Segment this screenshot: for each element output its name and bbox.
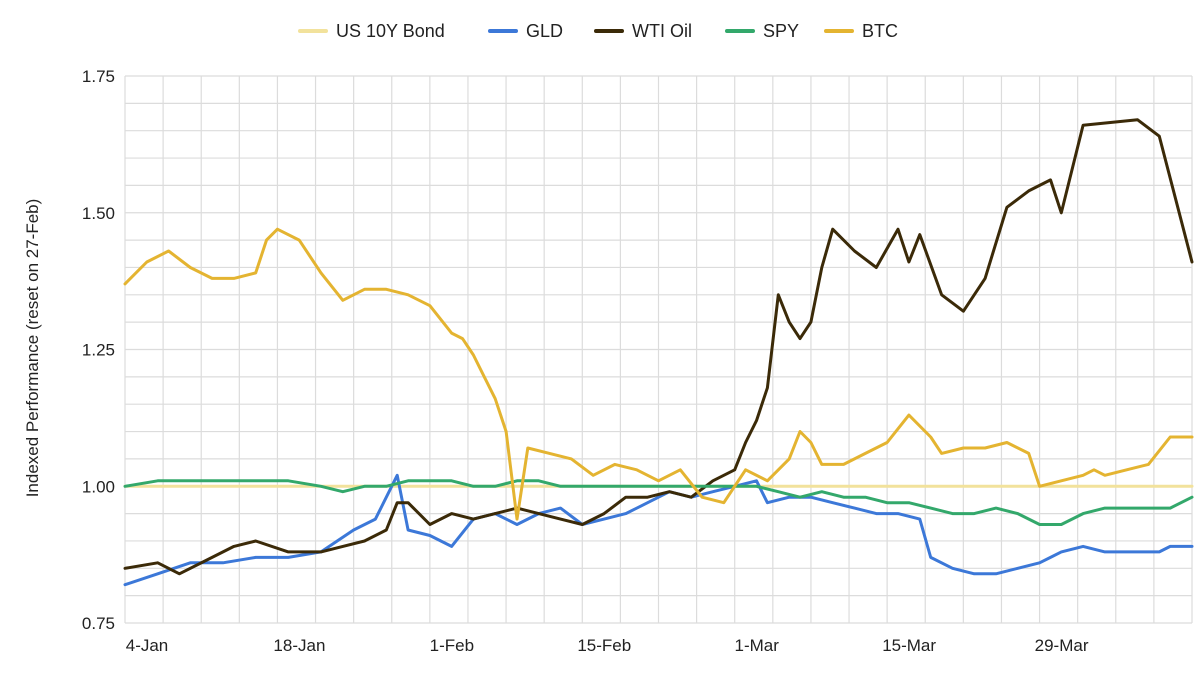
legend-label: SPY	[763, 21, 799, 41]
series-line-wti-oil	[123, 118, 1194, 576]
x-tick-label: 1-Feb	[430, 636, 474, 655]
series-line-btc	[123, 227, 1194, 521]
legend-label: WTI Oil	[632, 21, 692, 41]
y-tick-label: 1.00	[82, 477, 115, 496]
x-tick-label: 18-Jan	[273, 636, 325, 655]
legend-label: GLD	[526, 21, 563, 41]
legend-label: US 10Y Bond	[336, 21, 445, 41]
x-tick-label: 15-Feb	[577, 636, 631, 655]
chart-grid	[124, 75, 1193, 624]
legend-item: SPY	[725, 21, 799, 41]
legend-item: WTI Oil	[594, 21, 692, 41]
legend-item: US 10Y Bond	[298, 21, 445, 41]
legend-label: BTC	[862, 21, 898, 41]
x-tick-label: 15-Mar	[882, 636, 936, 655]
chart-legend: US 10Y Bond GLD WTI Oil SPY BTC	[298, 21, 898, 41]
legend-item: GLD	[488, 21, 563, 41]
y-tick-label: 1.75	[82, 67, 115, 86]
y-axis-title: Indexed Performance (reset on 27-Feb)	[23, 199, 42, 498]
chart-series	[123, 118, 1194, 587]
y-tick-label: 0.75	[82, 614, 115, 633]
legend-item: BTC	[824, 21, 898, 41]
y-tick-label: 1.50	[82, 204, 115, 223]
x-tick-label: 4-Jan	[126, 636, 169, 655]
y-tick-label: 1.25	[82, 341, 115, 360]
series-line-gld	[123, 473, 1194, 587]
x-tick-label: 1-Mar	[735, 636, 780, 655]
chart-axes: 0.75 1.00 1.25 1.50 1.75 4-Jan 18-Jan 1-Feb 15-F…	[82, 67, 1089, 655]
x-tick-label: 29-Mar	[1035, 636, 1089, 655]
series-line-spy	[123, 479, 1194, 526]
